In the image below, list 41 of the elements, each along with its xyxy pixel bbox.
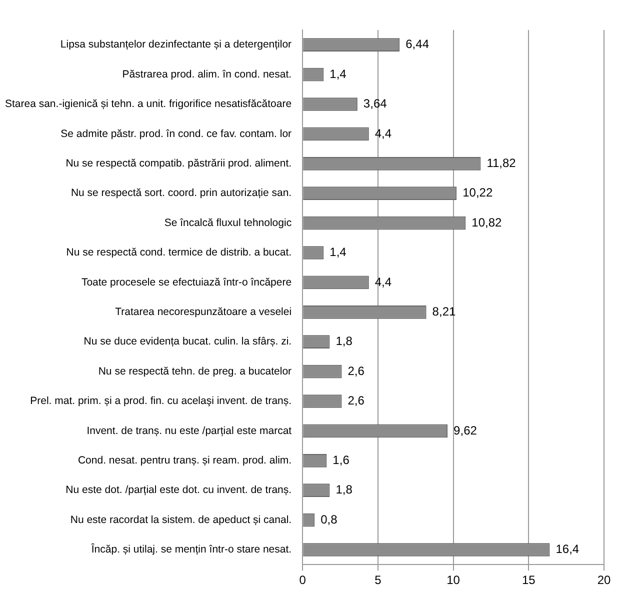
y-tick-label: Nu se respectă cond. termice de distrib. a bucat. [66,246,292,259]
y-tick-label: Lipsa substanțelor dezinfectante și a detergenților [60,38,292,51]
y-tick-label: Se încalcă fluxul tehnologic [164,216,292,229]
y-tick-label: Cond. nesat. pentru tranș. și ream. prod. alim. [78,454,292,467]
y-tick-label: Toate procesele se efectuiază într-o încăpere [81,276,292,288]
data-label: 1,6 [332,452,350,467]
data-label: 4,4 [374,274,392,289]
y-tick-label: Starea san.-igienică și tehn. a unit. frigorifice nesatisfăcătoare [4,98,292,110]
data-label: 0,8 [320,512,338,526]
y-tick-label: Nu se respectă sort. coord. prin autorizație san. [70,187,292,200]
x-tick-label: 20 [597,573,611,588]
y-tick-label: Nu se respectă tehn. de preg. a bucatelor [98,365,292,378]
data-label: 11,82 [486,156,516,170]
x-tick-label: 0 [299,573,306,588]
x-tick-label: 5 [374,573,382,588]
data-label: 4,4 [374,126,392,140]
data-label: 1,8 [336,334,353,348]
y-tick-label: Încăp. și utilaj. se mențin într-o stare nesat. [90,542,292,556]
y-tick-label: Nu se duce evidența bucat. culin. la sfârș. zi. [84,336,292,348]
y-tick-label: Tratarea necorespunzătoare a veselei [115,306,292,318]
data-label: 2,6 [348,394,365,408]
data-label: 1,4 [330,245,347,260]
data-label: 8,21 [432,304,456,318]
y-tick-label: Păstrarea prod. alim. în cond. nesat. [122,68,292,80]
y-tick-label: Nu este dot. /parțial este dot. cu invent. de tranș. [66,484,292,496]
y-tick-label: Invent. de tranș. nu este /parțial este marcat [86,424,292,437]
data-label: 1,8 [336,482,353,497]
data-label: 10,82 [472,215,502,230]
data-label: 3,64 [363,96,388,111]
data-label: 2,6 [348,364,365,378]
data-label: 6,44 [406,37,430,52]
y-tick-label: Nu se respectă compatib. păstrării prod. aliment. [66,158,292,170]
data-label: 9,62 [454,423,478,438]
data-label: 16,4 [556,542,580,556]
x-tick-label: 15 [522,573,536,588]
data-label: 10,22 [462,186,493,200]
data-label: 1,4 [330,66,347,81]
y-tick-label: Se admite păstr. prod. în cond. ce fav. contam. lor [60,128,292,140]
y-tick-label: Prel. mat. prim. și a prod. fin. cu acelaşi invent. de tranș. [30,395,292,408]
x-tick-label: 10 [446,573,460,588]
y-tick-label: Nu este racordat la sistem. de apeduct și canal. [70,514,292,526]
